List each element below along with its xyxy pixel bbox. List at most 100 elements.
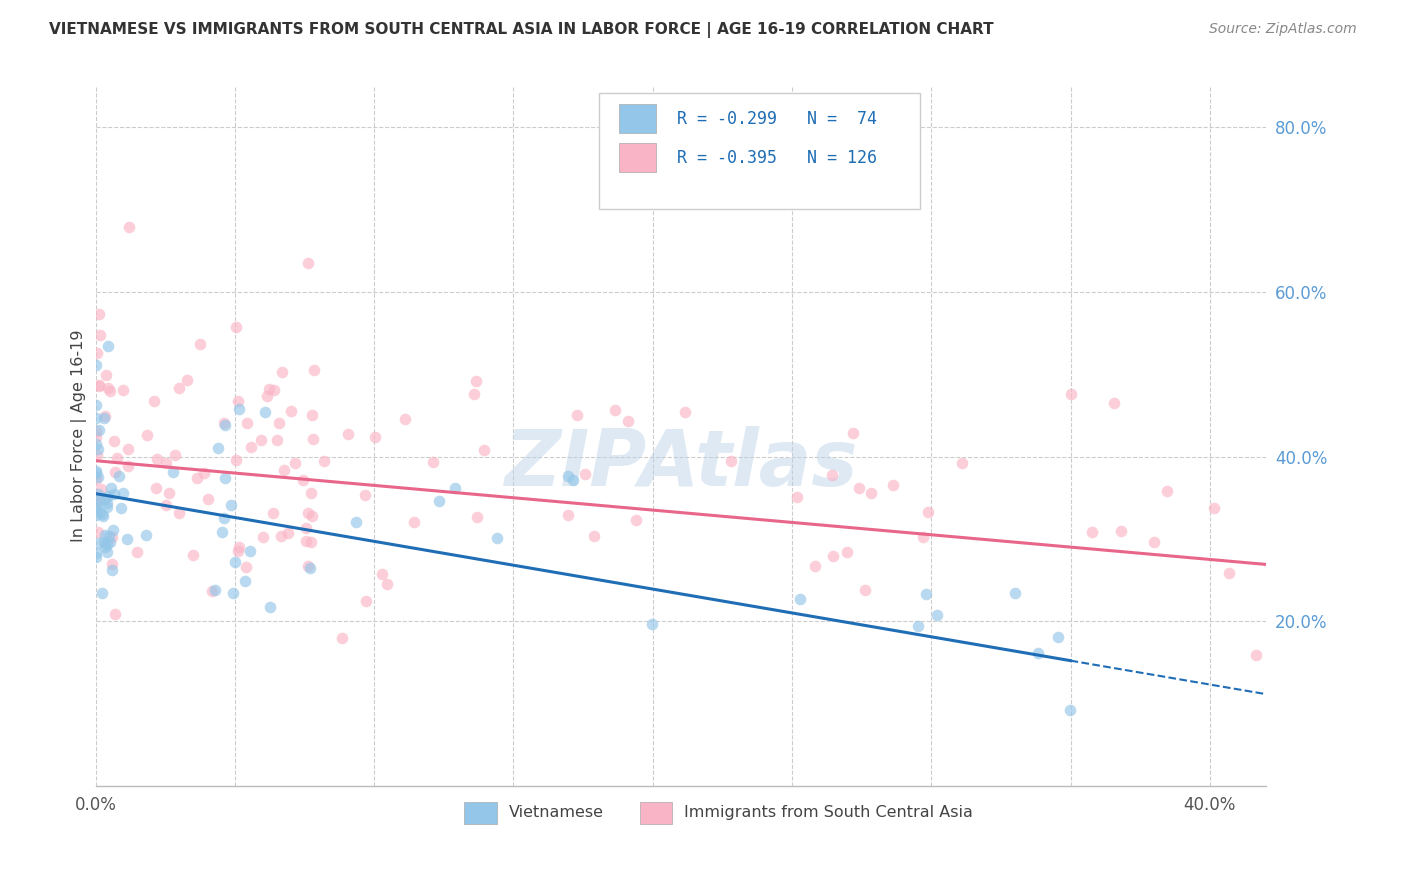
- Point: [299, 535, 322, 549]
- Point: [97, 489, 120, 503]
- Point: [228, 402, 250, 417]
- Point: [284, 456, 307, 470]
- Point: [100, 557, 122, 571]
- Point: [565, 408, 588, 422]
- Point: [1156, 484, 1178, 499]
- Text: R = -0.299   N =  74: R = -0.299 N = 74: [678, 110, 877, 128]
- Point: [115, 532, 138, 546]
- Point: [354, 594, 377, 608]
- Point: [211, 525, 233, 540]
- Point: [108, 469, 131, 483]
- Point: [163, 448, 186, 462]
- Point: [882, 478, 904, 492]
- Point: [1004, 586, 1026, 600]
- Point: [136, 427, 159, 442]
- Point: [93, 534, 115, 549]
- Point: [212, 416, 235, 430]
- Point: [786, 490, 808, 504]
- Point: [720, 454, 742, 468]
- Point: [96, 537, 118, 551]
- Point: [91, 508, 114, 523]
- Y-axis label: In Labor Force | Age 16-19: In Labor Force | Age 16-19: [72, 330, 87, 542]
- Point: [463, 387, 485, 401]
- Point: [90, 586, 112, 600]
- Point: [294, 534, 316, 549]
- Point: [90, 482, 112, 496]
- Point: [167, 381, 190, 395]
- Point: [252, 530, 274, 544]
- Point: [363, 430, 385, 444]
- Point: [117, 458, 139, 473]
- Point: [820, 467, 842, 482]
- Point: [353, 488, 375, 502]
- Point: [96, 545, 118, 559]
- Point: [917, 505, 939, 519]
- Point: [100, 564, 122, 578]
- Point: [297, 506, 319, 520]
- Point: [915, 587, 938, 601]
- FancyBboxPatch shape: [599, 94, 921, 209]
- Point: [226, 394, 249, 409]
- Point: [848, 481, 870, 495]
- Point: [186, 471, 208, 485]
- Point: [97, 339, 120, 353]
- Point: [212, 510, 235, 524]
- Point: [86, 501, 108, 516]
- Text: R = -0.395   N = 126: R = -0.395 N = 126: [678, 149, 877, 167]
- Point: [105, 451, 128, 466]
- Point: [97, 528, 120, 542]
- Point: [87, 423, 110, 437]
- Point: [84, 550, 107, 565]
- Point: [291, 473, 314, 487]
- Point: [1102, 396, 1125, 410]
- Point: [842, 426, 865, 441]
- Point: [87, 487, 110, 501]
- Point: [101, 530, 124, 544]
- Point: [143, 394, 166, 409]
- Point: [1059, 387, 1081, 401]
- Point: [574, 467, 596, 481]
- Point: [336, 426, 359, 441]
- Point: [557, 468, 579, 483]
- Point: [297, 558, 319, 573]
- Point: [111, 485, 134, 500]
- Point: [302, 363, 325, 377]
- Point: [93, 409, 115, 423]
- Point: [1046, 631, 1069, 645]
- Point: [821, 549, 844, 564]
- Point: [950, 456, 973, 470]
- Point: [394, 411, 416, 425]
- Point: [280, 404, 302, 418]
- Point: [1143, 535, 1166, 549]
- Point: [259, 600, 281, 615]
- Point: [87, 442, 110, 456]
- Point: [616, 414, 638, 428]
- Point: [1026, 646, 1049, 660]
- Point: [262, 506, 284, 520]
- Point: [98, 535, 121, 549]
- Point: [84, 464, 107, 478]
- Point: [98, 384, 121, 398]
- Point: [110, 501, 132, 516]
- Point: [907, 619, 929, 633]
- Point: [87, 378, 110, 392]
- Point: [93, 540, 115, 554]
- Point: [103, 434, 125, 448]
- Point: [84, 508, 107, 522]
- Point: [641, 617, 664, 632]
- Point: [118, 220, 141, 235]
- Point: [97, 381, 120, 395]
- Point: [84, 411, 107, 425]
- Point: [89, 536, 111, 550]
- Point: [201, 584, 224, 599]
- Point: [465, 509, 488, 524]
- Point: [145, 482, 167, 496]
- Point: [86, 448, 108, 462]
- Point: [214, 471, 236, 485]
- Point: [295, 521, 318, 535]
- Point: [225, 319, 247, 334]
- Point: [197, 491, 219, 506]
- Point: [427, 494, 450, 508]
- Point: [103, 487, 125, 501]
- Point: [162, 466, 184, 480]
